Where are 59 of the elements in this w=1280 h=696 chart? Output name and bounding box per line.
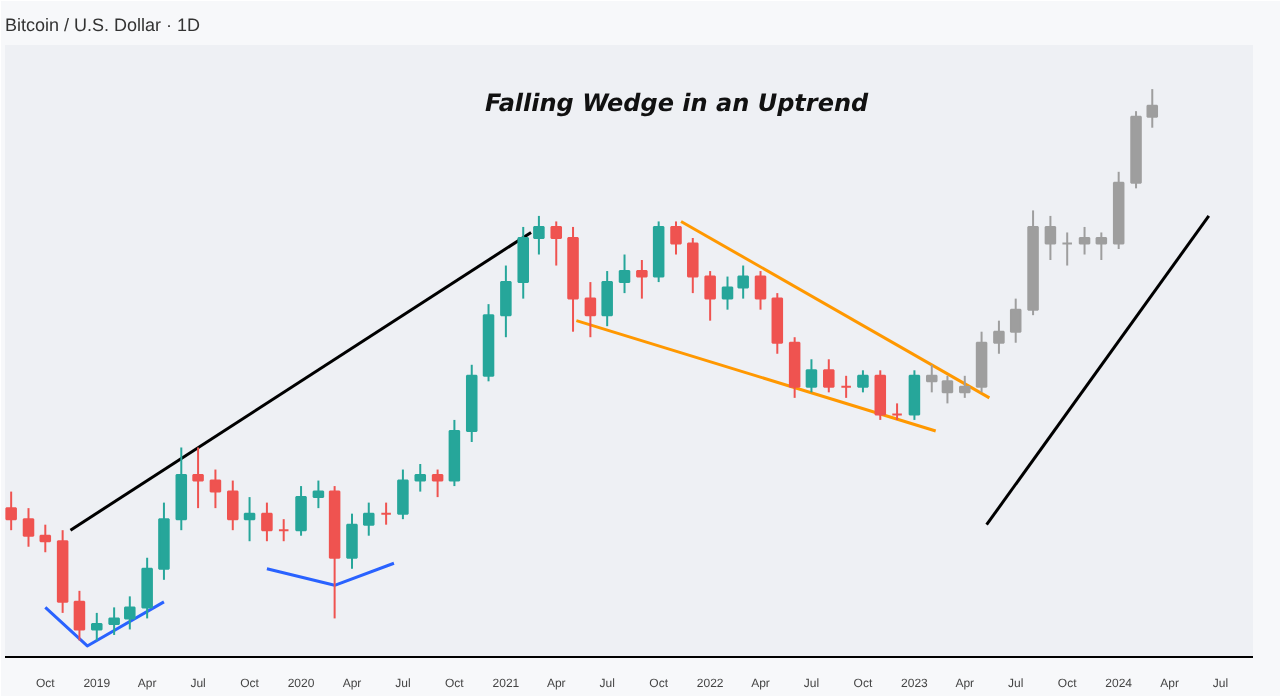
candlestick bbox=[39, 523, 52, 554]
candlestick bbox=[737, 264, 749, 300]
candlestick bbox=[431, 468, 444, 499]
candlestick bbox=[397, 468, 409, 521]
candlestick bbox=[227, 479, 239, 532]
candlestick bbox=[243, 496, 256, 543]
candlestick bbox=[584, 281, 597, 339]
candlestick bbox=[295, 485, 307, 537]
candlestick bbox=[414, 463, 427, 493]
candlestick bbox=[891, 402, 903, 421]
candlestick bbox=[805, 358, 818, 394]
candlestick bbox=[993, 319, 1005, 355]
candlestick bbox=[124, 595, 136, 631]
candlestick bbox=[941, 374, 954, 405]
candlestick bbox=[500, 264, 512, 339]
candlestick bbox=[601, 270, 613, 328]
candlestick bbox=[721, 275, 734, 311]
candlestick bbox=[788, 336, 801, 399]
chart-title: Bitcoin / U.S. Dollar · 1D bbox=[5, 15, 202, 35]
candlestick bbox=[840, 374, 852, 399]
candlestick bbox=[1009, 297, 1022, 344]
candlestick bbox=[192, 446, 204, 510]
candlestick bbox=[823, 358, 835, 394]
candlestick bbox=[108, 606, 120, 636]
candlestick bbox=[91, 611, 103, 642]
candlestick bbox=[175, 446, 188, 532]
candlestick bbox=[670, 220, 682, 256]
candlestick bbox=[1044, 214, 1057, 262]
candlestick bbox=[533, 214, 545, 256]
candlestick bbox=[517, 225, 529, 300]
candlestick bbox=[1061, 231, 1073, 267]
candlestick bbox=[1095, 231, 1108, 262]
candlestick bbox=[277, 518, 290, 543]
candlestick bbox=[363, 501, 375, 537]
candlestick bbox=[687, 236, 699, 295]
candlestick bbox=[925, 363, 938, 394]
candlestick bbox=[857, 369, 869, 394]
candlestick bbox=[73, 589, 86, 642]
candlestick bbox=[22, 507, 35, 548]
candlestick bbox=[618, 253, 631, 295]
candlestick bbox=[261, 501, 273, 543]
candlestick bbox=[5, 490, 17, 532]
candlestick bbox=[959, 374, 971, 399]
candlestick bbox=[975, 330, 988, 394]
candlestick bbox=[380, 501, 392, 526]
candlestick bbox=[908, 369, 921, 421]
candlestick bbox=[346, 512, 358, 570]
candlestick bbox=[636, 259, 648, 300]
candlestick bbox=[874, 369, 887, 421]
candlestick bbox=[312, 479, 325, 510]
candlestick bbox=[550, 220, 563, 267]
candlestick bbox=[771, 292, 784, 355]
candlestick bbox=[1078, 225, 1091, 256]
candlestick bbox=[704, 270, 716, 322]
candlestick bbox=[1146, 88, 1159, 129]
candlestick bbox=[754, 270, 767, 311]
annotation: Falling Wedge in an Uptrend bbox=[485, 89, 869, 117]
candlestick bbox=[209, 468, 222, 510]
candlestick bbox=[141, 556, 153, 620]
